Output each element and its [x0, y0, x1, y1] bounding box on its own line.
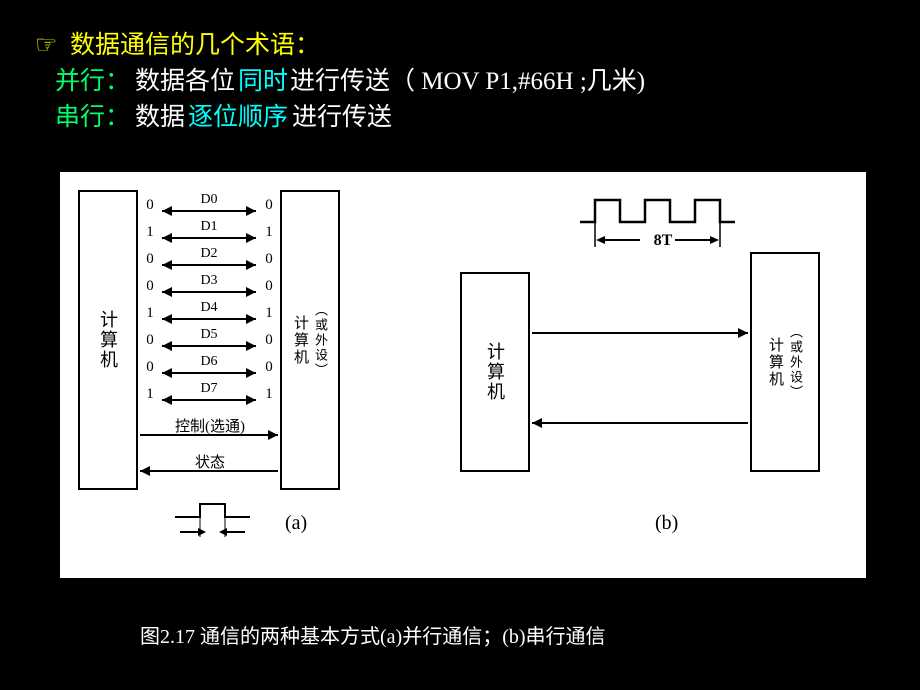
data-line	[162, 291, 256, 293]
serial-left-computer: 计算机	[460, 272, 530, 472]
parallel-text-c: 进行传送（ MOV P1,#66H ;几米)	[290, 64, 645, 99]
data-line-label: D5	[162, 327, 256, 343]
bit: 1	[262, 219, 276, 246]
bit: 0	[262, 354, 276, 381]
data-line	[162, 399, 256, 401]
bit: 0	[262, 246, 276, 273]
serial-line-tx	[532, 332, 748, 334]
bit: 0	[143, 273, 157, 300]
data-line	[162, 345, 256, 347]
data-line-label: D2	[162, 246, 256, 262]
data-line	[162, 264, 256, 266]
right-computer-label-a: 计算机	[290, 315, 311, 366]
serial-right-label-b: （或外设）	[786, 325, 805, 400]
sub-label-b: (b)	[655, 512, 678, 535]
right-bits: 0 1 0 0 1 0 0 1	[262, 192, 276, 408]
serial-right-computer: 计算机 （或外设）	[750, 252, 820, 472]
data-line	[162, 237, 256, 239]
serial-label: 串行：	[55, 100, 130, 135]
serial-text-a: 数据	[135, 100, 185, 135]
sub-label-a: (a)	[285, 512, 307, 535]
serial-text-b: 逐位顺序	[188, 100, 288, 135]
data-line	[162, 210, 256, 212]
data-line-label: D6	[162, 354, 256, 370]
serial-left-label: 计算机	[482, 342, 508, 402]
bit: 0	[262, 273, 276, 300]
title-text: 数据通信的几个术语：	[70, 28, 320, 63]
bit: 1	[143, 300, 157, 327]
bit: 0	[262, 327, 276, 354]
figure-caption: 图2.17 通信的两种基本方式(a)并行通信；(b)串行通信	[140, 620, 606, 649]
parallel-left-computer: 计算机	[78, 190, 138, 490]
serial-line-rx	[532, 422, 748, 424]
control-label: 控制(选通)	[160, 415, 260, 436]
data-line-label: D7	[162, 381, 256, 397]
bit: 0	[262, 192, 276, 219]
timing-label: 8T	[648, 232, 678, 250]
serial-text-c: 进行传送	[292, 100, 392, 135]
parallel-label: 并行：	[55, 64, 130, 99]
diagram-area: 计算机 计算机 （或外设） 0 1 0 0 1 0 0 1 0 1 0 0 1 …	[58, 170, 868, 580]
parallel-text-b: 同时	[238, 64, 288, 99]
data-line-label: D1	[162, 219, 256, 235]
bit: 0	[143, 354, 157, 381]
bit: 1	[143, 219, 157, 246]
serial-right-label-a: 计算机	[765, 337, 786, 388]
bit: 0	[143, 192, 157, 219]
data-line	[162, 318, 256, 320]
data-line-label: D0	[162, 192, 256, 208]
status-label: 状态	[160, 451, 260, 472]
parallel-text-a: 数据各位	[135, 64, 235, 99]
bit: 1	[262, 300, 276, 327]
data-line-label: D3	[162, 273, 256, 289]
bit: 1	[262, 381, 276, 408]
left-bits: 0 1 0 0 1 0 0 1	[143, 192, 157, 408]
bit: 1	[143, 381, 157, 408]
right-computer-label-b: （或外设）	[311, 303, 330, 378]
bit: 0	[143, 327, 157, 354]
data-line-label: D4	[162, 300, 256, 316]
pointer-icon: ☞	[35, 28, 57, 63]
pulse-icon-a	[170, 502, 260, 542]
left-computer-label: 计算机	[95, 310, 121, 370]
bit: 0	[143, 246, 157, 273]
parallel-right-computer: 计算机 （或外设）	[280, 190, 340, 490]
data-line	[162, 372, 256, 374]
